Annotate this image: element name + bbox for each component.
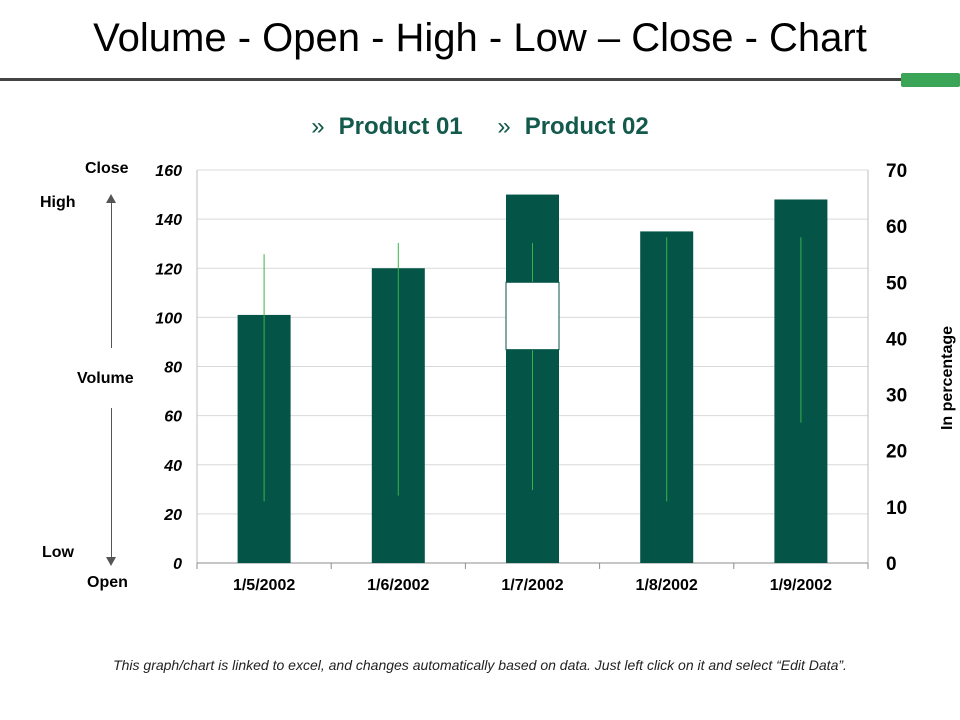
y-tick-label: 0 [173,556,182,573]
y2-tick-label: 20 [886,442,907,463]
chart-legend: » Product 01 » Product 02 [0,113,960,141]
x-tick-label: 1/9/2002 [770,577,832,594]
y2-tick-label: 0 [886,554,897,575]
arrow-up-line [111,202,112,348]
volume-label: Volume [77,370,134,387]
accent-tab [901,73,960,87]
close-label: Close [85,160,129,177]
y-tick-label: 100 [155,310,182,327]
x-tick-label: 1/7/2002 [501,577,563,594]
arrow-down-line [111,408,112,558]
page-title: Volume - Open - High - Low – Close - Cha… [93,16,867,60]
y2-tick-label: 10 [886,498,907,519]
y-tick-label: 80 [164,360,182,377]
y2-tick-label: 40 [886,329,907,350]
legend-label: Product 01 [338,113,463,140]
y2-axis-label: In percentage [939,326,956,430]
x-tick-label: 1/8/2002 [636,577,698,594]
x-tick-label: 1/6/2002 [367,577,429,594]
y2-tick-label: 60 [886,217,907,238]
y2-tick-label: 50 [886,273,907,294]
legend-item-product-02: » Product 02 [497,113,648,141]
y-tick-label: 160 [155,163,182,180]
open-label: Open [87,574,128,591]
footer-note: This graph/chart is linked to excel, and… [113,657,847,673]
low-label: Low [42,544,74,561]
y2-tick-label: 30 [886,386,907,407]
arrow-down-icon [106,557,116,566]
legend-item-product-01: » Product 01 [311,113,462,141]
y-tick-label: 20 [163,507,182,524]
y-tick-label: 120 [155,261,182,278]
x-tick-label: 1/5/2002 [233,577,295,594]
y-tick-label: 60 [164,409,182,426]
arrow-up-icon [106,194,116,203]
high-label: High [40,194,76,211]
y-tick-label: 40 [163,458,182,475]
chevron-icon: » [311,113,325,140]
chevron-icon: » [497,113,511,140]
y2-tick-label: 70 [886,161,907,182]
title-divider [0,78,904,81]
y-tick-label: 140 [155,212,182,229]
legend-label: Product 02 [524,113,649,140]
down-box [505,281,560,351]
